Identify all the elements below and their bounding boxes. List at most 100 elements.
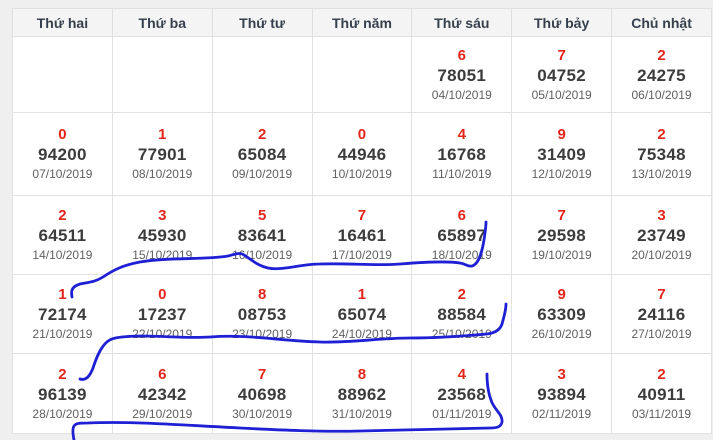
result-digit: 6 — [158, 365, 167, 383]
result-cell: 7 24116 27/10/2019 — [611, 274, 712, 354]
result-date: 10/10/2019 — [331, 167, 392, 181]
result-cell: 0 94200 07/10/2019 — [12, 112, 113, 196]
result-date: 26/10/2019 — [531, 327, 592, 341]
result-date: 14/10/2019 — [32, 248, 93, 262]
result-date: 23/10/2019 — [232, 327, 293, 341]
result-number: 23749 — [637, 226, 686, 245]
result-number: 44946 — [337, 145, 387, 164]
result-cell: 4 16768 11/10/2019 — [411, 112, 513, 196]
calendar-header-row: Thứ hai Thứ ba Thứ tư Thứ năm Thứ sáu Thứ bảy… — [12, 8, 712, 37]
result-date: 08/10/2019 — [132, 167, 193, 181]
result-date: 29/10/2019 — [132, 406, 193, 421]
day-header-1: Thứ ba — [111, 8, 213, 37]
result-date: 12/10/2019 — [531, 167, 592, 181]
result-date: 18/10/2019 — [431, 248, 492, 262]
result-date: 06/10/2019 — [631, 87, 692, 102]
result-cell: 3 23749 20/10/2019 — [611, 195, 712, 275]
result-number: 88962 — [337, 384, 387, 404]
result-date: 27/10/2019 — [631, 327, 692, 341]
result-date: 30/10/2019 — [232, 406, 293, 421]
result-cell: 3 93894 02/11/2019 — [511, 353, 613, 434]
result-cell: 0 44946 10/10/2019 — [311, 112, 413, 196]
result-cell: 2 88584 25/10/2019 — [411, 274, 513, 354]
result-digit: 7 — [357, 207, 367, 224]
week-row-2: 2 64511 14/10/2019 3 45930 15/10/2019 5 83641 16… — [12, 195, 712, 275]
empty-cell — [111, 36, 213, 113]
result-number: 96139 — [38, 384, 87, 404]
result-date: 21/10/2019 — [32, 327, 93, 341]
result-number: 94200 — [38, 145, 87, 164]
result-digit: 7 — [657, 286, 666, 303]
result-number: 78051 — [437, 65, 487, 85]
result-cell: 9 31409 12/10/2019 — [511, 112, 613, 196]
empty-cell — [12, 36, 113, 113]
result-date: 28/10/2019 — [32, 406, 93, 421]
result-date: 01/11/2019 — [432, 406, 492, 421]
result-date: 22/10/2019 — [132, 327, 193, 341]
result-digit: 6 — [457, 46, 466, 64]
day-header-5: Thứ bảy — [511, 8, 613, 37]
result-digit: 3 — [557, 365, 566, 383]
result-digit: 0 — [58, 126, 67, 143]
result-number: 16461 — [337, 226, 387, 245]
result-digit: 6 — [457, 207, 466, 224]
result-digit: 9 — [557, 286, 566, 303]
result-number: 42342 — [137, 384, 187, 404]
result-digit: 5 — [257, 207, 267, 224]
week-row-3: 1 72174 21/10/2019 0 17237 22/10/2019 8 08753 23… — [12, 274, 712, 354]
result-digit: 0 — [357, 126, 367, 143]
result-number: 29598 — [537, 226, 587, 245]
result-digit: 1 — [158, 126, 167, 143]
result-cell: 4 23568 01/11/2019 — [411, 353, 513, 434]
result-digit: 2 — [58, 365, 67, 383]
result-cell: 2 75348 13/10/2019 — [611, 112, 712, 196]
result-date: 15/10/2019 — [132, 248, 193, 262]
result-number: 04752 — [537, 65, 587, 85]
result-number: 23568 — [437, 384, 487, 404]
result-number: 63309 — [537, 305, 587, 324]
day-header-3: Thứ năm — [311, 8, 413, 37]
week-row-4: 2 96139 28/10/2019 6 42342 29/10/2019 7 40698 30… — [12, 353, 712, 434]
result-digit: 2 — [657, 365, 666, 383]
result-number: 08753 — [237, 305, 287, 324]
result-date: 03/11/2019 — [631, 406, 692, 421]
result-date: 25/10/2019 — [431, 327, 492, 341]
result-date: 04/10/2019 — [431, 87, 492, 102]
result-digit: 7 — [557, 46, 566, 64]
result-date: 13/10/2019 — [631, 167, 692, 181]
result-digit: 2 — [657, 126, 666, 143]
result-cell: 3 45930 15/10/2019 — [111, 195, 213, 275]
result-digit: 2 — [657, 46, 666, 64]
result-cell: 1 72174 21/10/2019 — [12, 274, 113, 354]
result-cell: 0 17237 22/10/2019 — [111, 274, 213, 354]
calendar-body: 6 78051 04/10/2019 7 04752 05/10/2019 2 24275 06… — [12, 36, 712, 434]
week-row-1: 0 94200 07/10/2019 1 77901 08/10/2019 2 65084 09… — [12, 112, 712, 196]
result-cell: 5 83641 16/10/2019 — [211, 195, 313, 275]
result-cell: 6 78051 04/10/2019 — [411, 36, 513, 113]
result-number: 77901 — [137, 145, 187, 164]
result-cell: 8 08753 23/10/2019 — [211, 274, 313, 354]
day-header-6: Chủ nhật — [611, 8, 712, 37]
result-cell: 2 96139 28/10/2019 — [12, 353, 113, 434]
result-date: 07/10/2019 — [32, 167, 93, 181]
result-number: 65897 — [437, 226, 487, 245]
result-number: 17237 — [137, 305, 187, 324]
result-date: 20/10/2019 — [631, 248, 692, 262]
result-cell: 7 16461 17/10/2019 — [311, 195, 413, 275]
result-digit: 0 — [158, 286, 167, 303]
result-cell: 8 88962 31/10/2019 — [311, 353, 413, 434]
result-date: 24/10/2019 — [331, 327, 392, 341]
result-number: 45930 — [137, 226, 187, 245]
result-date: 09/10/2019 — [232, 167, 293, 181]
result-number: 93894 — [537, 384, 587, 404]
result-digit: 7 — [557, 207, 566, 224]
result-cell: 7 04752 05/10/2019 — [511, 36, 613, 113]
result-digit: 8 — [257, 286, 267, 303]
result-number: 65074 — [337, 305, 387, 324]
result-cell: 9 63309 26/10/2019 — [511, 274, 613, 354]
result-cell: 6 65897 18/10/2019 — [411, 195, 513, 275]
result-date: 02/11/2019 — [532, 406, 592, 421]
result-digit: 4 — [457, 126, 466, 143]
result-cell: 2 64511 14/10/2019 — [12, 195, 113, 275]
